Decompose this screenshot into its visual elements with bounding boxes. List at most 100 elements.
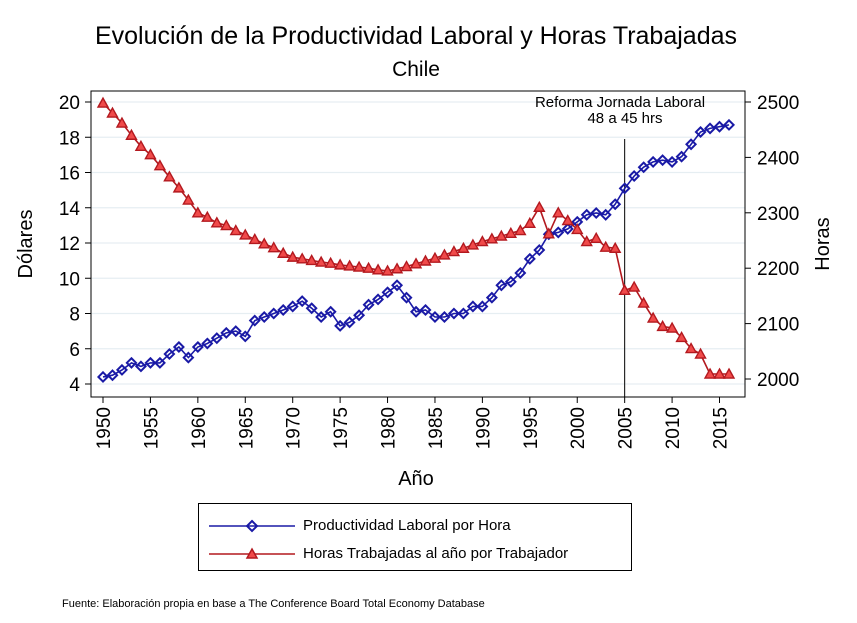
- series-1-point-1999: [561, 214, 574, 226]
- series-1-point-1989: [466, 238, 480, 250]
- series-0-point-1968: [267, 307, 280, 320]
- y-left-tick-label-16: 16: [59, 164, 80, 185]
- series-1-point-2012: [684, 342, 698, 354]
- series-0-point-1997: [542, 228, 555, 241]
- series-1-point-2006: [627, 280, 641, 292]
- series-0-point-1958: [172, 340, 185, 354]
- series-1-point-1998: [552, 206, 565, 218]
- x-tick-label-1960: 1960: [189, 407, 210, 449]
- y-left-axis-title: Dólares: [15, 210, 37, 279]
- y-left-tick-label-18: 18: [59, 128, 80, 149]
- series-0-point-2014: [704, 122, 717, 135]
- series-0-point-1957: [163, 348, 176, 361]
- x-tick-label-1995: 1995: [521, 407, 542, 449]
- series-0-point-1994: [514, 266, 527, 279]
- series-1-point-1971: [295, 252, 309, 264]
- series-1-point-2008: [646, 311, 660, 323]
- series-1-point-2015: [713, 367, 726, 379]
- series-0-point-2015: [713, 120, 726, 133]
- series-1-point-1983: [409, 257, 423, 269]
- series-0-point-1965: [239, 330, 252, 343]
- series-0-point-2007: [637, 161, 650, 174]
- series-0-point-1983: [409, 305, 423, 318]
- series-0-point-2012: [685, 138, 698, 151]
- x-tick-label-1975: 1975: [331, 407, 352, 449]
- y-right-tick-label-2300: 2300: [757, 204, 799, 225]
- series-0-point-2013: [694, 125, 707, 138]
- series-1-point-2002: [590, 231, 603, 243]
- y-right-tick-label-2000: 2000: [757, 370, 799, 391]
- series-1-point-1987: [447, 245, 461, 257]
- series-0-point-1966: [248, 314, 261, 327]
- series-1-point-1950: [96, 96, 110, 108]
- x-tick-label-1950: 1950: [94, 407, 115, 449]
- series-0-point-1979: [372, 293, 385, 306]
- series-0-point-1988: [457, 307, 470, 320]
- x-axis-title: Año: [398, 468, 434, 490]
- series-0-point-1967: [258, 311, 271, 324]
- series-0-point-2001: [580, 208, 593, 221]
- y-left-tick-label-10: 10: [59, 269, 80, 290]
- series-0-point-2009: [656, 154, 669, 167]
- annotation-text-line2: 48 a 45 hrs: [587, 110, 662, 127]
- chart-title: Evolución de la Productividad Laboral y …: [94, 22, 738, 50]
- series-1-point-1966: [248, 232, 261, 245]
- series-0-point-1956: [153, 356, 166, 369]
- annotation-text-line1: Reforma Jornada Laboral: [535, 94, 705, 111]
- series-1-point-1980: [381, 264, 394, 276]
- series-1-point-1985: [428, 251, 442, 263]
- series-1-point-1975: [333, 258, 347, 270]
- y-right-tick-label-2400: 2400: [757, 148, 799, 169]
- series-1-point-1967: [258, 237, 271, 249]
- series-1-point-1960: [191, 206, 205, 218]
- series-1-point-1977: [352, 260, 366, 272]
- x-tick-label-2010: 2010: [663, 407, 684, 449]
- series-1-point-1982: [400, 260, 413, 272]
- series-0-point-2004: [609, 198, 622, 211]
- series-1-point-2001: [580, 235, 593, 247]
- series-0-point-1964: [229, 325, 242, 338]
- series-0-point-1986: [438, 311, 451, 324]
- y-left-tick-label-4: 4: [69, 375, 80, 396]
- series-1-point-2000: [571, 222, 584, 235]
- series-0-point-1982: [400, 291, 413, 304]
- x-tick-label-1980: 1980: [379, 407, 400, 449]
- x-tick-label-1985: 1985: [426, 407, 447, 449]
- series-1-point-1974: [324, 256, 337, 268]
- y-right-tick-label-2100: 2100: [757, 315, 799, 336]
- series-1-point-1952: [115, 116, 129, 128]
- legend-entry-hours: Horas Trabajadas al año por Trabajador: [199, 544, 631, 564]
- series-0-point-1973: [315, 311, 328, 324]
- series-1-point-1986: [438, 248, 451, 260]
- series-0-point-2005: [618, 182, 631, 195]
- series-0-point-1971: [296, 295, 309, 308]
- legend: Productividad Laboral por Hora Horas Tra…: [198, 503, 632, 571]
- series-1-point-1992: [495, 229, 508, 241]
- series-0-point-2011: [675, 150, 688, 163]
- series-1-point-1958: [172, 181, 186, 193]
- plot-frame: [90, 90, 746, 398]
- series-1-point-2010: [665, 321, 679, 333]
- series-1-point-1961: [201, 210, 214, 222]
- legend-label-productivity: Productividad Laboral por Hora: [303, 517, 511, 534]
- y-right-axis-title: Horas: [812, 217, 834, 270]
- x-tick-label-1955: 1955: [141, 407, 162, 449]
- series-1-point-2009: [656, 319, 669, 332]
- series-0-point-1954: [134, 360, 147, 373]
- series-1-point-1954: [134, 139, 148, 152]
- series-0-point-1980: [381, 286, 394, 299]
- series-0-point-1996: [533, 244, 546, 257]
- series-1-point-1996: [533, 200, 546, 212]
- series-1-point-1955: [144, 148, 157, 160]
- source-note: Fuente: Elaboración propia en base a The…: [62, 598, 485, 610]
- series-1-point-1969: [277, 246, 290, 258]
- series-0-point-1952: [115, 363, 128, 376]
- series-line-0: [102, 124, 730, 378]
- series-0-point-1978: [362, 298, 375, 311]
- series-1-point-1963: [220, 219, 233, 231]
- series-1-point-1973: [314, 255, 328, 267]
- x-tick-label-2000: 2000: [568, 407, 589, 449]
- series-1-point-1965: [239, 228, 252, 240]
- legend-entry-productivity: Productividad Laboral por Hora: [199, 516, 631, 536]
- series-1-point-1978: [362, 261, 375, 273]
